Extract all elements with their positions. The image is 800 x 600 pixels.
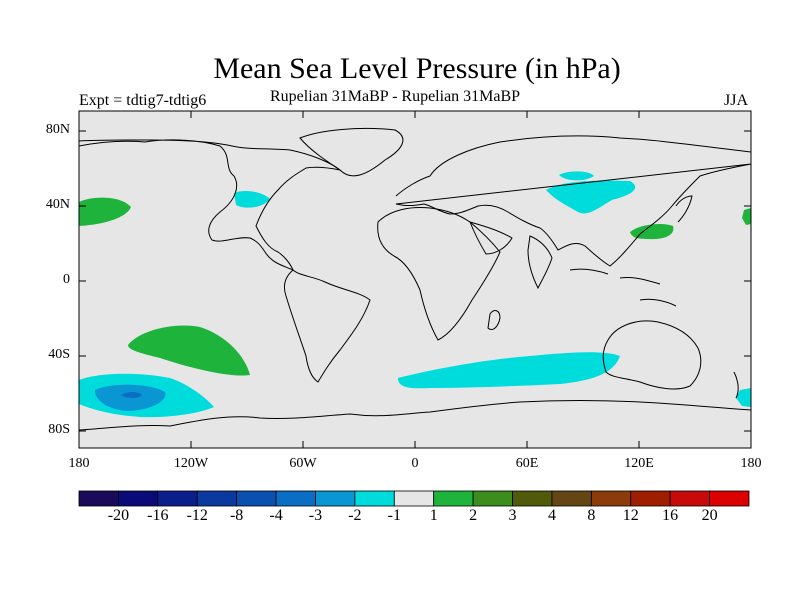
lat-label-80s: 80S [48,422,70,437]
lat-label-eq: 0 [63,272,70,287]
colorbar-swatch [630,490,671,507]
new-zealand-coast [733,371,739,399]
indonesia-coast [569,268,677,307]
colorbar-label: -3 [308,507,323,524]
north-america-coast [78,139,341,271]
lon-label-180w: 180 [68,456,90,471]
colorbar-label: 3 [508,507,517,524]
central-asia-negative-main [546,180,636,214]
central-asia-negative [559,171,594,181]
colorbar-label: -16 [147,507,169,524]
southern-australia-negative [736,388,751,407]
lon-label-120e: 120E [624,456,654,471]
lat-label-80n: 80N [45,122,70,137]
colorbar-label: 2 [469,507,478,524]
colorbar-label: -1 [387,507,401,524]
east-asia-positive [630,224,674,240]
north-pacific-positive-east [742,208,751,225]
colorbar-swatch [236,490,277,507]
north-pacific-positive [79,197,131,226]
colorbar-swatch [551,490,592,507]
lon-label-180e: 180 [740,456,762,471]
colorbar-label: -2 [348,507,362,524]
southern-indian-ocean-negative [398,352,620,389]
south-america-coast [283,269,371,383]
india-coast [527,235,553,290]
lon-label-60e: 60E [515,456,539,471]
colorbar-label: 8 [587,507,596,524]
colorbar-label: -20 [107,507,130,524]
lat-label-40n: 40N [45,197,70,212]
colorbar-swatch [118,490,159,507]
colorbar-swatch [393,490,435,507]
lon-label-120w: 120W [173,456,209,471]
experiment-label: Expt = tdtig7-tdtig6 [79,92,207,109]
lon-label-0: 0 [411,456,419,471]
africa-coast [377,207,501,341]
south-pacific-positive [128,325,250,376]
colorbar-label: 12 [622,507,639,524]
colorbar-swatch [472,490,513,507]
madagascar-coast [487,310,501,331]
colorbar-label: -8 [229,507,244,524]
colorbar-swatch [709,490,750,507]
colorbar-swatch [78,490,119,507]
colorbar-label: 4 [547,507,556,524]
antarctica-coast [78,400,752,431]
colorbar-swatch [354,490,395,507]
colorbar-label: 16 [662,507,679,524]
eurasia-coast [395,135,752,267]
colorbar-swatch [275,490,316,507]
colorbar-swatch [590,490,632,507]
southern-ocean-pacific-center [121,392,142,398]
subtitle: Rupelian 31MaBP - Rupelian 31MaBP [270,88,521,105]
colorbar-swatch [196,490,238,507]
axis-ticks [79,111,751,448]
colorbar-label: -12 [186,507,208,524]
japan-coast [675,195,693,223]
coastlines [78,127,752,431]
map-frame [78,110,752,449]
season-label: JJA [724,92,749,109]
colorbar-label: -4 [269,507,283,524]
australia-coast [602,320,702,390]
north-atlantic-negative [234,191,270,208]
colorbar-label: 20 [701,507,718,524]
colorbar-swatch [315,490,356,507]
arabia-coast [469,221,513,255]
colorbar-swatch [512,490,553,507]
lat-label-40s: 40S [48,347,70,362]
colorbar-swatch [157,490,198,507]
greenland-coast [299,127,404,177]
colorbar [78,490,750,507]
colorbar-swatch [669,490,710,507]
colorbar-label: 1 [429,507,438,524]
chart-title: Mean Sea Level Pressure (in hPa) [213,52,621,85]
colorbar-swatch [433,490,474,507]
lon-label-60w: 60W [289,456,317,471]
